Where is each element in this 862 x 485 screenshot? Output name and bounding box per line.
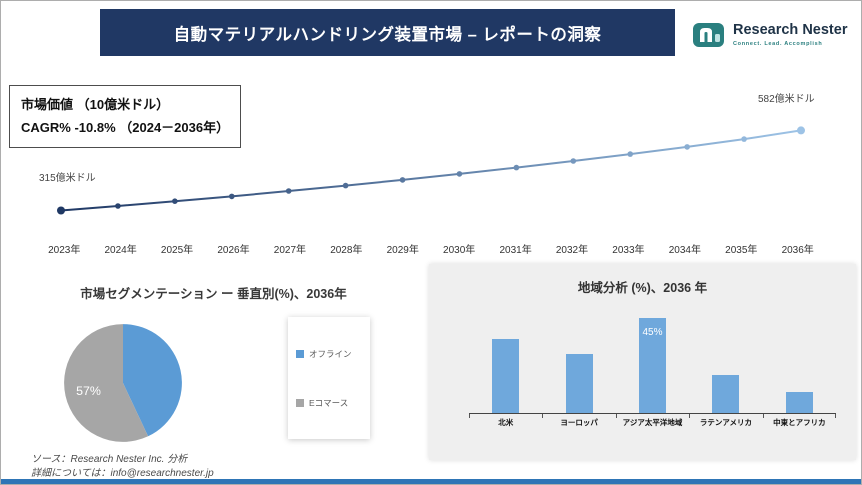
line-data-point bbox=[172, 198, 178, 204]
cagr-label: CAGR% -10.8% （2024－2036年） bbox=[21, 120, 230, 136]
x-axis-labels: 2023年 2024年 2025年 2026年 2027年 2028年 2029年 2030年… bbox=[36, 241, 826, 256]
x-axis-label: 2028年 bbox=[330, 245, 363, 256]
logo-text: Research Nester Connect. Lead. Accomplis… bbox=[733, 22, 848, 47]
line-data-point bbox=[741, 136, 747, 142]
line-data-point bbox=[228, 193, 235, 200]
x-axis-label: 2032年 bbox=[555, 245, 589, 256]
market-value-label: 市場価値 （10億米ドル） bbox=[21, 97, 170, 112]
title-banner: 自動マテリアルハンドリング装置市場 – レポートの洞察 bbox=[100, 9, 675, 56]
bar: 45% bbox=[639, 318, 667, 413]
market-value-box: 市場価値 （10億米ドル） CAGR% -10.8% （2024－2036年） bbox=[9, 85, 242, 148]
legend-swatch-icon bbox=[296, 349, 304, 358]
pie-slice-label: 57% bbox=[76, 384, 101, 398]
line-data-point bbox=[115, 203, 121, 209]
line-data-point bbox=[399, 177, 406, 183]
bar bbox=[785, 392, 813, 413]
legend-label: オフライン bbox=[309, 348, 352, 359]
line-data-point bbox=[57, 206, 65, 215]
bar-chart: 45% bbox=[469, 308, 836, 414]
legend-label: Eコマース bbox=[309, 397, 349, 408]
regional-analysis-panel: 地域分析 (%)、2036 年 45% 北米 ヨーロッパ アジア太平洋地域 ラテンアメ… bbox=[429, 264, 856, 460]
line-data-point bbox=[285, 188, 292, 194]
line-data-point bbox=[456, 171, 463, 177]
x-axis-label: 2033年 bbox=[612, 245, 645, 256]
x-axis-label: 2034年 bbox=[668, 245, 701, 256]
logo-name: Research Nester bbox=[733, 22, 848, 39]
x-axis-label: 2036年 bbox=[781, 245, 814, 256]
logo-tagline: Connect. Lead. Accomplish bbox=[733, 40, 823, 47]
line-data-point bbox=[513, 164, 520, 171]
line-data-point bbox=[797, 126, 805, 135]
pie-chart: 57% bbox=[64, 324, 182, 442]
line-data-point bbox=[570, 158, 577, 164]
line-start-value-label: 315億米ドル bbox=[39, 173, 96, 184]
pie-legend: オフライン Eコマース bbox=[288, 317, 370, 439]
line-data-point bbox=[342, 182, 349, 189]
bar-category-label: ラテンアメリカ bbox=[689, 414, 762, 428]
bar-category-label: アジア太平洋地域 bbox=[615, 414, 689, 428]
bar-value-label: 45% bbox=[642, 327, 663, 338]
bar bbox=[565, 354, 593, 413]
legend-item: Eコマース bbox=[296, 397, 362, 409]
line-series bbox=[60, 129, 802, 212]
bar-category-label: 北米 bbox=[469, 414, 542, 428]
x-axis-label: 2023年 bbox=[48, 245, 81, 256]
brand-logo: Research Nester Connect. Lead. Accomplis… bbox=[691, 13, 857, 57]
pie-slice bbox=[123, 324, 182, 437]
line-data-point bbox=[627, 151, 634, 157]
x-axis-label: 2025年 bbox=[160, 245, 194, 256]
page-title: 自動マテリアルハンドリング装置市場 – レポートの洞察 bbox=[173, 25, 602, 44]
bar-category-label: ヨーロッパ bbox=[542, 414, 615, 428]
legend-swatch-icon bbox=[296, 398, 304, 407]
x-axis-label: 2027年 bbox=[273, 245, 307, 256]
legend-item: オフライン bbox=[296, 348, 362, 360]
regional-analysis-title: 地域分析 (%)、2036 年 bbox=[577, 281, 708, 295]
bar bbox=[492, 339, 520, 413]
pie-slice bbox=[64, 324, 149, 442]
source-note: ソース：Research Nester Inc. 分析 bbox=[31, 454, 188, 465]
line-chart bbox=[57, 126, 805, 215]
bar-column bbox=[469, 308, 542, 413]
x-axis-label: 2029年 bbox=[386, 245, 419, 256]
research-nester-icon bbox=[693, 23, 724, 47]
bottom-accent-strip bbox=[1, 479, 861, 484]
x-axis-label: 2026年 bbox=[217, 245, 250, 256]
contact-note: 詳細については：info@researchnester.jp bbox=[31, 468, 214, 479]
bar-column bbox=[763, 308, 836, 413]
line-data-point bbox=[684, 144, 690, 150]
bar-category-labels: 北米 ヨーロッパ アジア太平洋地域 ラテンアメリカ 中東とアフリカ bbox=[469, 414, 837, 428]
bar-column bbox=[689, 308, 762, 413]
line-end-value-label: 582億米ドル bbox=[758, 94, 815, 105]
segmentation-title: 市場セグメンテーション ー 垂直別(%)、2036年 bbox=[80, 287, 347, 301]
x-axis-label: 2031年 bbox=[499, 245, 532, 256]
bar bbox=[712, 375, 740, 413]
x-axis-label: 2030年 bbox=[443, 245, 476, 256]
x-axis-label: 2024年 bbox=[104, 245, 137, 256]
bar-column bbox=[542, 308, 615, 413]
bar-column: 45% bbox=[616, 308, 689, 413]
x-axis-label: 2035年 bbox=[725, 245, 758, 256]
bar-category-label: 中東とアフリカ bbox=[762, 414, 837, 428]
